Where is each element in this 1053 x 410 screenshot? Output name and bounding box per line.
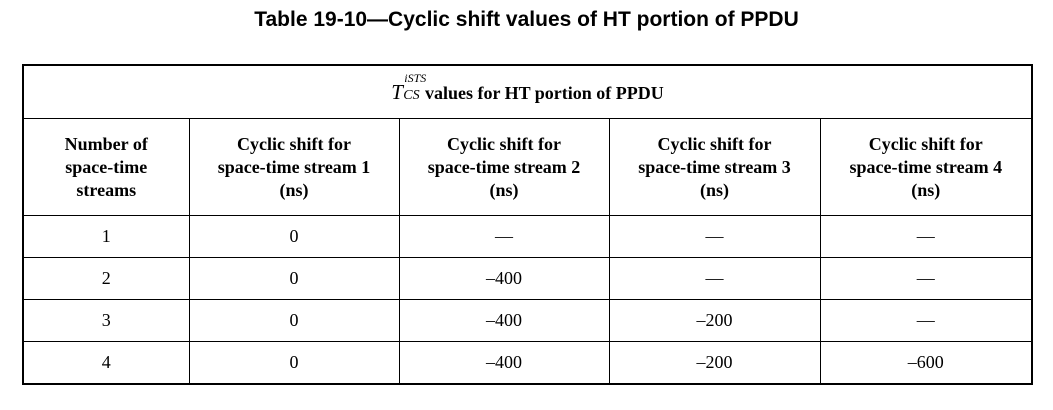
header-stream-4: Cyclic shift for space-time stream 4 (ns… <box>819 118 1033 216</box>
table-cell: 4 <box>22 341 190 385</box>
header-line: (ns) <box>279 179 309 200</box>
header-line: space-time stream 2 <box>427 156 581 177</box>
tcs-symbol-base: T <box>391 79 403 104</box>
header-stream-1: Cyclic shift for space-time stream 1 (ns… <box>188 118 400 216</box>
column-header-row: Number of space-time streams Cyclic shif… <box>22 118 1033 216</box>
table-cell: — <box>819 257 1033 300</box>
table-caption: Table 19-10—Cyclic shift values of HT po… <box>254 8 799 31</box>
table-cell: 0 <box>188 299 400 342</box>
header-line: Cyclic shift for <box>657 133 772 154</box>
table-row: 2 0 –400 — — <box>22 257 1033 300</box>
tcs-symbol-subscript: CS <box>403 87 420 103</box>
table-cell: 2 <box>22 257 190 300</box>
table-cell: –400 <box>398 257 610 300</box>
header-line: streams <box>76 179 137 200</box>
header-line: (ns) <box>911 179 941 200</box>
header-stream-3: Cyclic shift for space-time stream 3 (ns… <box>608 118 821 216</box>
header-line: space-time stream 3 <box>638 156 791 177</box>
table-cell: 0 <box>188 215 400 258</box>
table-cell: — <box>608 215 821 258</box>
header-num-streams: Number of space-time streams <box>22 118 190 216</box>
table-cell: — <box>608 257 821 300</box>
table-cell: — <box>819 299 1033 342</box>
tcs-symbol-superscript: iSTS <box>404 70 427 85</box>
super-header-text: values for HT portion of PPDU <box>424 82 664 103</box>
header-line: space-time <box>65 156 148 177</box>
header-line: Cyclic shift for <box>868 133 983 154</box>
header-line: Number of <box>64 133 148 154</box>
header-stream-2: Cyclic shift for space-time stream 2 (ns… <box>398 118 610 216</box>
table-cell: 0 <box>188 341 400 385</box>
table-cell: — <box>819 215 1033 258</box>
header-line: Cyclic shift for <box>237 133 351 154</box>
table-cell: 0 <box>188 257 400 300</box>
table-cell: 3 <box>22 299 190 342</box>
table-row: 4 0 –400 –200 –600 <box>22 341 1033 385</box>
table-row: 3 0 –400 –200 — <box>22 299 1033 342</box>
header-line: (ns) <box>489 179 519 200</box>
table-cell: –600 <box>819 341 1033 385</box>
table-cell: –200 <box>608 341 821 385</box>
header-line: Cyclic shift for <box>447 133 561 154</box>
header-line: (ns) <box>699 179 729 200</box>
table-cell: –400 <box>398 299 610 342</box>
table-cell: — <box>398 215 610 258</box>
table-cell: –400 <box>398 341 610 385</box>
header-line: space-time stream 4 <box>849 156 1003 177</box>
table-row: 1 0 — — — <box>22 215 1033 258</box>
table-cell: 1 <box>22 215 190 258</box>
header-line: space-time stream 1 <box>217 156 371 177</box>
table-cell: –200 <box>608 299 821 342</box>
